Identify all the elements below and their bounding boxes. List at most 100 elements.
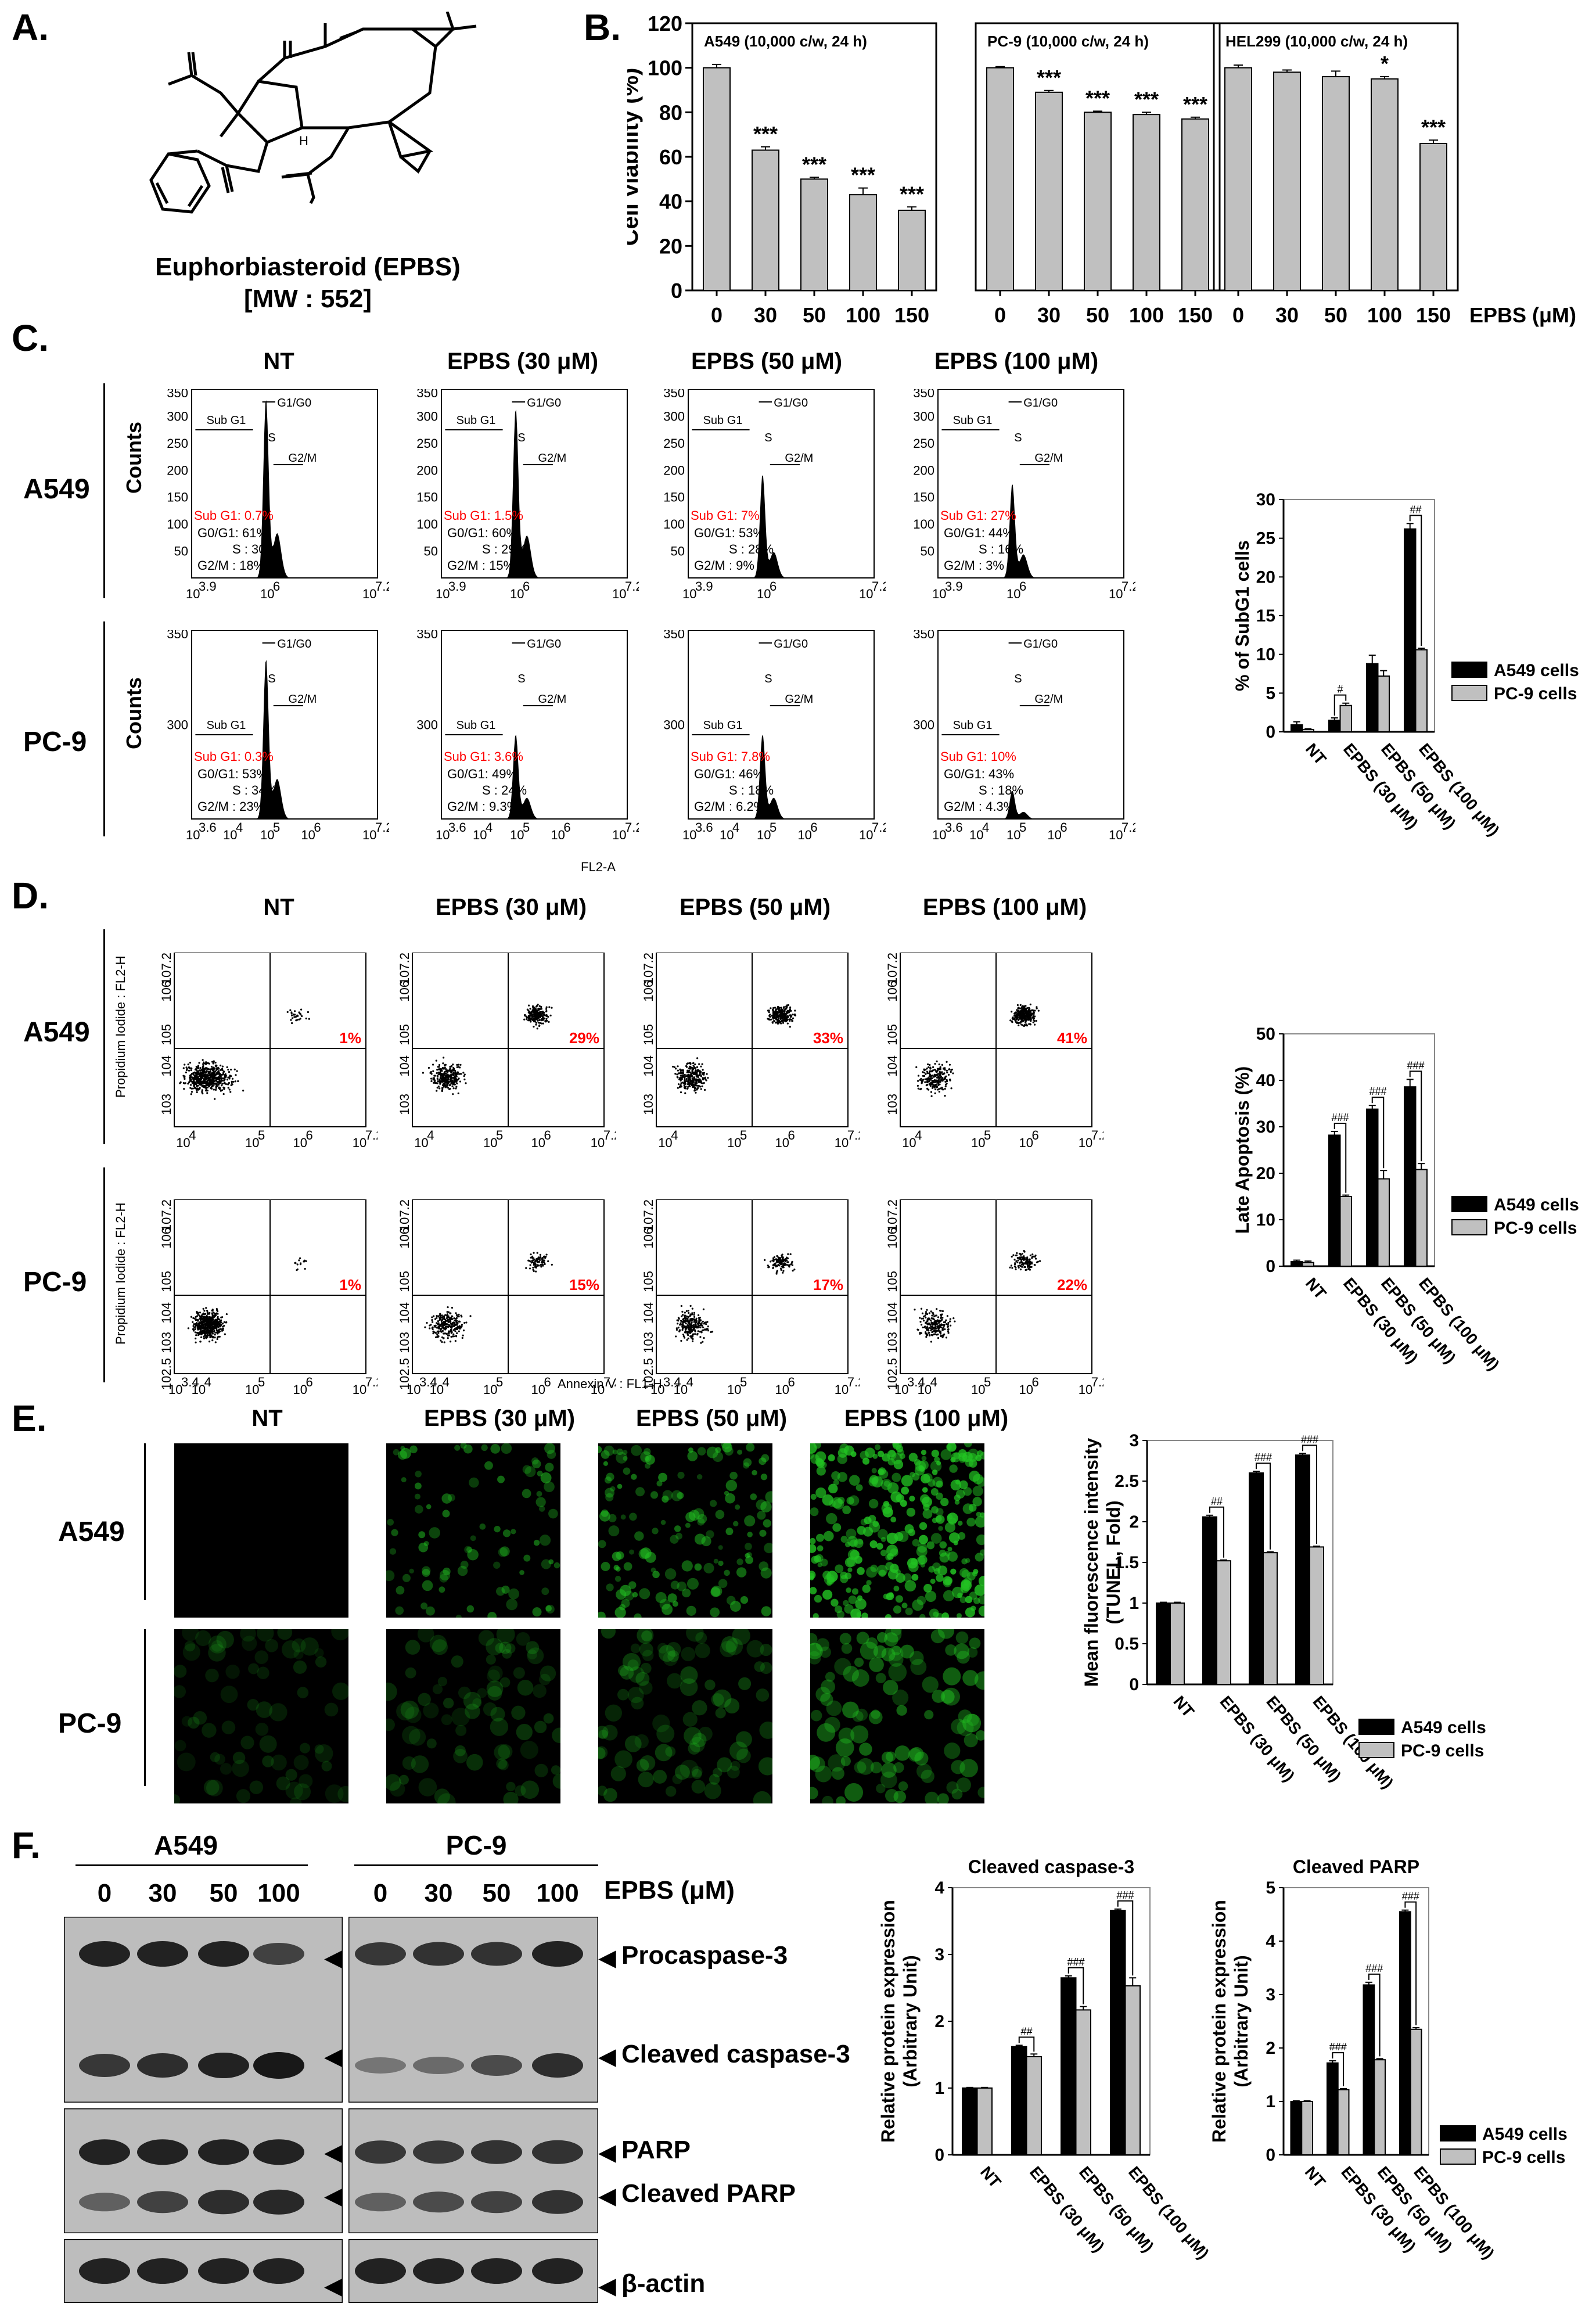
fluorescent-cell — [747, 1532, 753, 1537]
significance-bracket — [1333, 694, 1347, 716]
event-dot — [1022, 1263, 1025, 1265]
event-dot — [1020, 1260, 1023, 1263]
event-dot — [782, 1020, 785, 1022]
event-dot — [694, 1333, 696, 1335]
event-dot — [531, 1005, 534, 1008]
fluorescent-cell — [855, 1598, 867, 1610]
fluorescent-cell — [857, 1526, 866, 1535]
event-dot — [1025, 1018, 1027, 1020]
xtick-base: 10 — [531, 1382, 545, 1397]
event-dot — [220, 1321, 222, 1323]
fluorescent-cell — [220, 1686, 238, 1704]
significance-bracket — [1409, 1070, 1422, 1162]
event-dot — [678, 1077, 681, 1079]
xtick-exp: 7.2 — [603, 1375, 616, 1389]
event-dot — [679, 1085, 681, 1088]
event-dot — [940, 1313, 942, 1316]
event-dot — [1031, 1257, 1033, 1259]
event-dot — [931, 1087, 934, 1089]
event-dot — [236, 1070, 238, 1072]
event-dot — [685, 1322, 687, 1325]
row-label-pc9: PC-9 — [23, 727, 87, 757]
event-dot — [929, 1066, 932, 1069]
event-dot — [192, 1087, 194, 1090]
col-title-30: EPBS (30 μM) — [423, 1406, 576, 1431]
event-dot — [919, 1321, 922, 1323]
event-dot — [225, 1083, 227, 1086]
event-dot — [200, 1069, 203, 1071]
fluorescent-cell — [457, 1565, 468, 1576]
event-dot — [230, 1075, 232, 1077]
event-dot — [204, 1313, 207, 1315]
event-dot — [919, 1331, 921, 1334]
fluorescent-cell — [979, 1512, 984, 1518]
subg1-percent: Sub G1: 7.8% — [691, 749, 770, 764]
event-dot — [772, 1013, 775, 1015]
fluorescent-cell — [697, 1514, 707, 1524]
fluorescent-cell — [631, 1474, 637, 1480]
fluorescent-cell — [824, 1574, 835, 1586]
xtick-exp: 3.4 — [181, 1375, 199, 1389]
fluorescent-cell — [644, 1448, 651, 1456]
fluorescent-cell — [608, 1525, 620, 1537]
fluorescent-cell — [681, 1560, 693, 1572]
xtick-base: 10 — [797, 828, 811, 842]
event-dot — [202, 1321, 204, 1324]
histogram-peak — [243, 660, 309, 819]
xtick-exp: 3.9 — [945, 579, 963, 594]
fluorescent-cell — [460, 1443, 467, 1449]
fluorescent-cell — [930, 1488, 939, 1496]
fluorescent-cell — [208, 1635, 227, 1654]
event-dot — [539, 1022, 541, 1025]
ytick-label: 15 — [1256, 606, 1275, 626]
event-dot — [689, 1080, 692, 1082]
event-dot — [677, 1323, 679, 1325]
fluorescent-cell — [844, 1604, 854, 1614]
gate-g1: G1/G0 — [1023, 397, 1058, 409]
event-dot — [926, 1068, 928, 1070]
event-dot — [695, 1323, 697, 1326]
fluorescent-cell — [860, 1518, 868, 1526]
event-dot — [201, 1324, 203, 1327]
fluorescent-cell — [846, 1497, 854, 1505]
event-dot — [455, 1323, 458, 1325]
gate-subg1: Sub G1 — [207, 719, 246, 732]
significance-bracket — [1371, 1097, 1385, 1169]
event-dot — [445, 1068, 447, 1070]
event-dot — [455, 1314, 458, 1316]
fluorescent-cell — [387, 1519, 394, 1526]
event-dot — [682, 1335, 685, 1338]
event-dot — [432, 1321, 434, 1323]
fluorescent-cell — [947, 1443, 957, 1452]
event-dot — [702, 1308, 705, 1310]
event-dot — [939, 1083, 941, 1086]
panel-label-b: B. — [584, 6, 621, 48]
event-dot — [300, 1008, 303, 1011]
ytick-label: 103 — [641, 1094, 656, 1115]
event-dot — [945, 1336, 948, 1339]
event-dot — [1018, 1024, 1020, 1026]
event-dot — [933, 1076, 935, 1078]
event-dot — [943, 1321, 946, 1324]
fluorescent-cell — [494, 1525, 501, 1533]
event-dot — [545, 1256, 547, 1258]
fluorescent-cell — [603, 1445, 614, 1456]
fluorescent-cell — [466, 1605, 475, 1613]
event-dot — [937, 1325, 939, 1327]
event-dot — [221, 1068, 224, 1070]
event-dot — [537, 1256, 540, 1259]
event-dot — [436, 1335, 438, 1338]
event-dot — [695, 1075, 698, 1077]
fluorescent-cell — [522, 1489, 531, 1499]
event-dot — [928, 1088, 930, 1091]
event-dot — [938, 1088, 940, 1090]
fluorescent-cell — [908, 1529, 915, 1536]
event-dot — [182, 1067, 185, 1069]
event-dot — [691, 1307, 693, 1310]
event-dot — [434, 1336, 437, 1339]
event-dot — [684, 1311, 686, 1314]
ytick-label: 10 — [1256, 1210, 1275, 1230]
event-dot — [183, 1088, 185, 1090]
gate-g1: G1/G0 — [774, 397, 808, 409]
fluorescent-cell — [882, 1507, 893, 1518]
